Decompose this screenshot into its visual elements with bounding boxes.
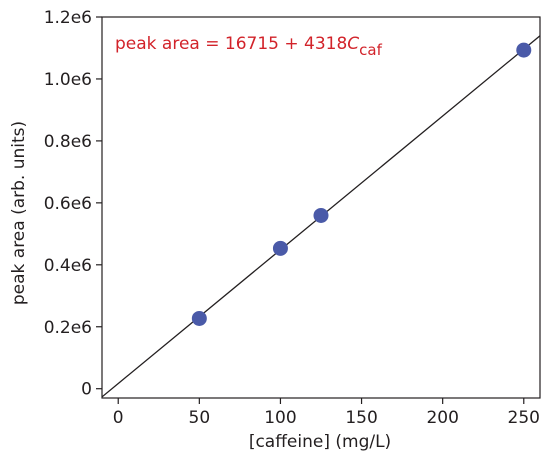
x-tick-label: 100 [264, 408, 296, 428]
x-axis-label: [caffeine] (mg/L) [249, 432, 391, 452]
y-tick-label: 0.6e6 [44, 194, 92, 214]
y-tick-label: 1.0e6 [44, 70, 92, 90]
x-tick-label: 150 [345, 408, 377, 428]
y-tick-label: 1.2e6 [44, 8, 92, 28]
data-point-2 [272, 240, 288, 256]
x-axis: 0 50 100 150 200 250 [113, 398, 540, 428]
equation-annotation: peak area = 16715 + 4318Ccaf [115, 34, 383, 59]
equation-text: peak area = 16715 + 4318 [115, 34, 347, 54]
plot-frame [101, 16, 541, 399]
data-point-1 [191, 310, 207, 326]
y-tick-label: 0 [81, 380, 92, 400]
y-axis-label: peak area (arb. units) [9, 121, 29, 305]
x-tick-label: 200 [426, 408, 458, 428]
data-point-3 [313, 207, 329, 223]
equation-variable: C [347, 34, 359, 54]
y-tick-label: 0.2e6 [44, 318, 92, 338]
y-axis: 0 0.2e6 0.4e6 0.6e6 0.8e6 1.0e6 1.2e6 [44, 8, 102, 400]
y-tick-label: 0.8e6 [44, 132, 92, 152]
data-point-4 [516, 42, 532, 58]
x-tick-label: 250 [508, 408, 540, 428]
equation-subscript: caf [359, 41, 382, 59]
plot-border [101, 16, 541, 399]
data-points [191, 42, 532, 326]
x-tick-label: 0 [113, 408, 124, 428]
x-tick-label: 50 [189, 408, 211, 428]
y-tick-label: 0.4e6 [44, 256, 92, 276]
